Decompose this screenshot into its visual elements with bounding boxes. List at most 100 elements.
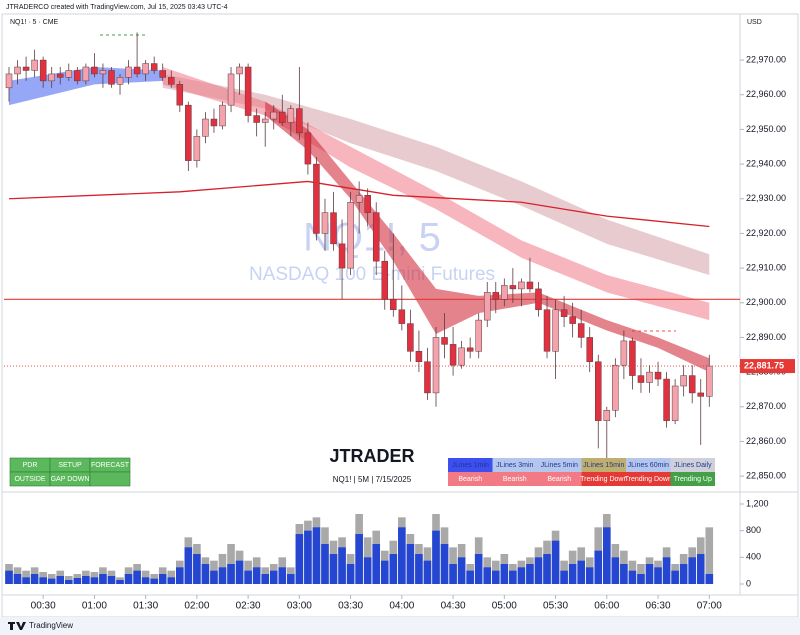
volume-bar — [321, 544, 329, 584]
table-value: Trending Down — [580, 476, 627, 483]
candle-body — [441, 337, 448, 345]
candle-body — [475, 319, 482, 352]
volume-bar — [235, 560, 244, 584]
candle-body — [31, 59, 38, 71]
candle-body — [390, 299, 397, 310]
volume-bar — [440, 544, 449, 584]
table-header: PDR — [23, 462, 38, 469]
volume-bar — [500, 564, 509, 584]
candle-body — [159, 70, 166, 78]
volume-bar — [594, 550, 603, 584]
candle-body — [518, 281, 525, 290]
volume-bar — [346, 564, 355, 584]
candle-body — [65, 70, 73, 78]
band — [162, 73, 710, 276]
candle-body — [466, 347, 474, 352]
candle-body — [270, 111, 277, 120]
candle-body — [415, 351, 423, 362]
candle-body — [458, 347, 465, 366]
y-tick-label: 22,890.00 — [746, 332, 786, 342]
volume-bar — [107, 576, 116, 584]
volume-bar — [184, 547, 193, 584]
table-value: Trending Down — [625, 476, 672, 483]
x-tick-label: 07:00 — [697, 601, 722, 612]
x-tick-label: 06:30 — [646, 601, 671, 612]
volume-bar — [662, 557, 671, 584]
table-cell — [670, 458, 715, 472]
volume-bar — [457, 557, 466, 584]
candle-body — [483, 292, 491, 321]
y-tick-label: 22,970.00 — [746, 54, 786, 64]
table-value: Bearish — [458, 476, 482, 483]
volume-bar — [56, 576, 65, 584]
candle-body — [372, 212, 380, 262]
y-tick-label: 22,850.00 — [746, 471, 786, 481]
volume-bar — [295, 534, 304, 584]
volume-bar — [252, 567, 261, 584]
logo — [8, 622, 26, 630]
candle-body — [646, 371, 653, 383]
candle-body — [424, 361, 431, 394]
table-value: OUTSIDE — [14, 476, 45, 483]
volume-bar — [261, 574, 269, 584]
candle-body — [48, 73, 55, 82]
candle-body — [330, 212, 337, 245]
candle-body — [219, 104, 226, 127]
moving-average — [8, 180, 710, 228]
volume-bar — [534, 557, 543, 584]
volume-bar — [218, 567, 227, 584]
volume-bar — [551, 540, 560, 584]
volume-bar — [603, 527, 611, 584]
volume-bar — [90, 577, 99, 584]
table-header: JLines 3min — [496, 462, 533, 469]
volume-bar — [568, 564, 577, 584]
candle-body — [244, 66, 252, 116]
volume-bar — [628, 570, 637, 584]
volume-bar — [269, 570, 278, 584]
candle-body — [99, 70, 107, 75]
x-tick-label: 03:30 — [338, 601, 363, 612]
y-tick-label: 800 — [746, 525, 761, 535]
candle-body — [663, 378, 670, 421]
candle-body — [347, 201, 354, 269]
volume-bar — [287, 574, 295, 584]
volume-bar — [141, 577, 150, 584]
candle-body — [398, 309, 406, 324]
candle-body — [133, 66, 141, 75]
volume-bar — [560, 570, 568, 584]
volume-bar — [705, 574, 714, 584]
y-tick-label: 1,200 — [746, 498, 769, 508]
candle-body — [39, 59, 47, 82]
footer-bar — [0, 617, 800, 635]
x-tick-label: 04:00 — [389, 601, 414, 612]
candle-body — [381, 260, 389, 300]
candle-body — [355, 195, 363, 203]
volume-bar — [372, 544, 381, 584]
volume-bar — [124, 574, 133, 584]
candle-body — [501, 285, 508, 300]
watermark-subtitle: NASDAQ 100 E-mini Futures — [249, 264, 495, 285]
y-tick-label: 400 — [746, 552, 761, 562]
candle-body — [193, 136, 201, 161]
table-cell — [492, 458, 537, 472]
y-tick-label: 22,900.00 — [746, 297, 786, 307]
candle-body — [338, 243, 346, 269]
volume-bar — [637, 574, 645, 584]
last-price-label: 22,881.75 — [744, 360, 784, 370]
candle-body — [296, 108, 303, 134]
volume-bar — [526, 564, 534, 584]
volume-bar — [577, 560, 585, 584]
table-header: SETUP — [58, 462, 82, 469]
table-header: FORECAST — [91, 462, 130, 469]
x-tick-label: 01:00 — [82, 601, 107, 612]
y-tick-label: 22,920.00 — [746, 228, 786, 238]
volume-bar — [329, 554, 338, 584]
volume-bar — [466, 570, 474, 584]
table-header: JLines 5min — [541, 462, 578, 469]
candle-body — [313, 163, 320, 234]
candle-body — [304, 132, 312, 165]
x-tick-label: 03:00 — [287, 601, 312, 612]
volume-bar — [585, 567, 594, 584]
candle-body — [569, 316, 576, 324]
